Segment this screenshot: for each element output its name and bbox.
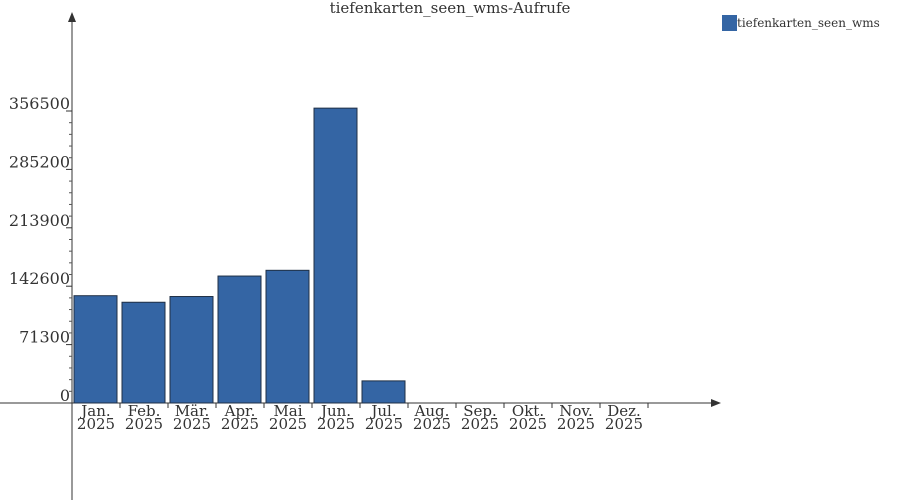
y-tick-label: 213900 — [9, 211, 70, 230]
bar-jul — [361, 380, 406, 404]
x-tick-label-year: 2025 — [413, 415, 451, 433]
x-tick-label-month: Sep. — [463, 402, 497, 420]
x-tick-label-year: 2025 — [461, 415, 499, 433]
bar-jan — [73, 295, 118, 404]
x-tick-label-year: 2025 — [557, 415, 595, 433]
x-tick-label-month: Jul. — [369, 402, 396, 420]
x-tick-label-year: 2025 — [365, 415, 403, 433]
x-tick-label-year: 2025 — [317, 415, 355, 433]
x-tick-label-year: 2025 — [77, 415, 115, 433]
bar-apr — [217, 275, 262, 404]
y-tick-label: 0 — [60, 386, 70, 405]
bars — [73, 107, 406, 404]
x-tick-label-year: 2025 — [221, 415, 259, 433]
bar-feb — [121, 301, 166, 404]
y-tick-label: 142600 — [9, 269, 70, 288]
y-tick-label: 71300 — [19, 328, 70, 347]
y-tick-label: 356500 — [9, 94, 70, 113]
x-tick-label-month: Mai — [273, 402, 302, 420]
x-tick-label-month: Aug. — [414, 402, 450, 420]
y-ticks: 0 71300 142600 213900 285200 356500 — [9, 94, 72, 405]
y-axis — [68, 12, 76, 500]
legend-label: tiefenkarten_seen_wms — [737, 16, 880, 30]
y-axis-arrow — [68, 12, 76, 22]
x-tick-label-month: Apr. — [224, 402, 256, 420]
x-tick-label-year: 2025 — [269, 415, 307, 433]
x-ticks: Jan.2025Feb.2025Mär.2025Apr.2025Mai2025J… — [77, 402, 649, 433]
chart-title: tiefenkarten_seen_wms-Aufrufe — [330, 0, 571, 17]
x-tick-label-month: Feb. — [128, 402, 161, 420]
x-tick-label-month: Jun. — [319, 402, 351, 420]
y-tick-label: 285200 — [9, 152, 70, 171]
x-tick-label-year: 2025 — [125, 415, 163, 433]
x-tick-label-month: Jan. — [79, 402, 110, 420]
x-tick-label-year: 2025 — [509, 415, 547, 433]
x-tick-label-year: 2025 — [605, 415, 643, 433]
legend: tiefenkarten_seen_wms — [722, 15, 880, 31]
x-axis-arrow — [711, 399, 721, 407]
bar-mär — [169, 296, 214, 404]
bar-jun — [313, 107, 358, 404]
legend-swatch — [722, 15, 737, 31]
x-tick-label-month: Mär. — [175, 402, 210, 420]
x-tick-label-month: Nov. — [559, 402, 593, 420]
x-tick-label-month: Okt. — [512, 402, 544, 420]
bar-mai — [265, 269, 310, 404]
x-tick-label-year: 2025 — [173, 415, 211, 433]
x-tick-label-month: Dez. — [607, 402, 641, 420]
